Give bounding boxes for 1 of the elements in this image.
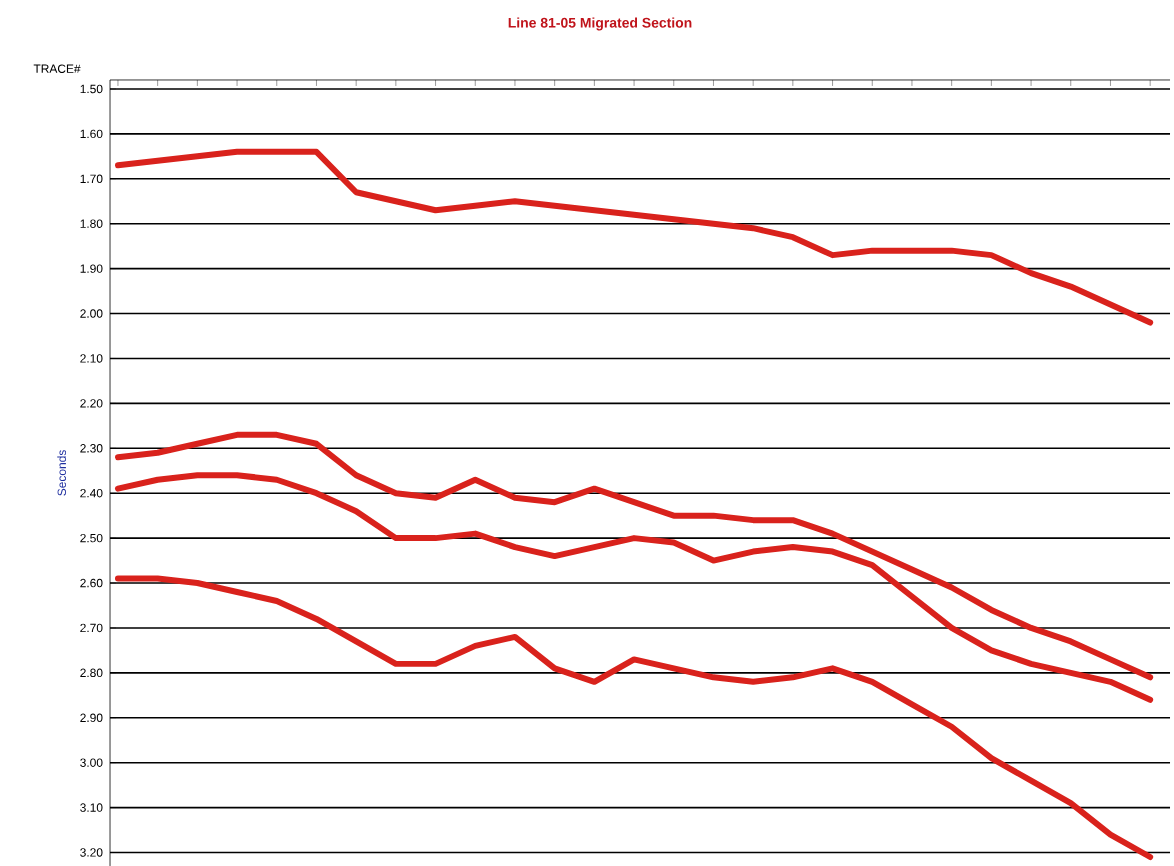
line-series [114, 575, 1154, 860]
